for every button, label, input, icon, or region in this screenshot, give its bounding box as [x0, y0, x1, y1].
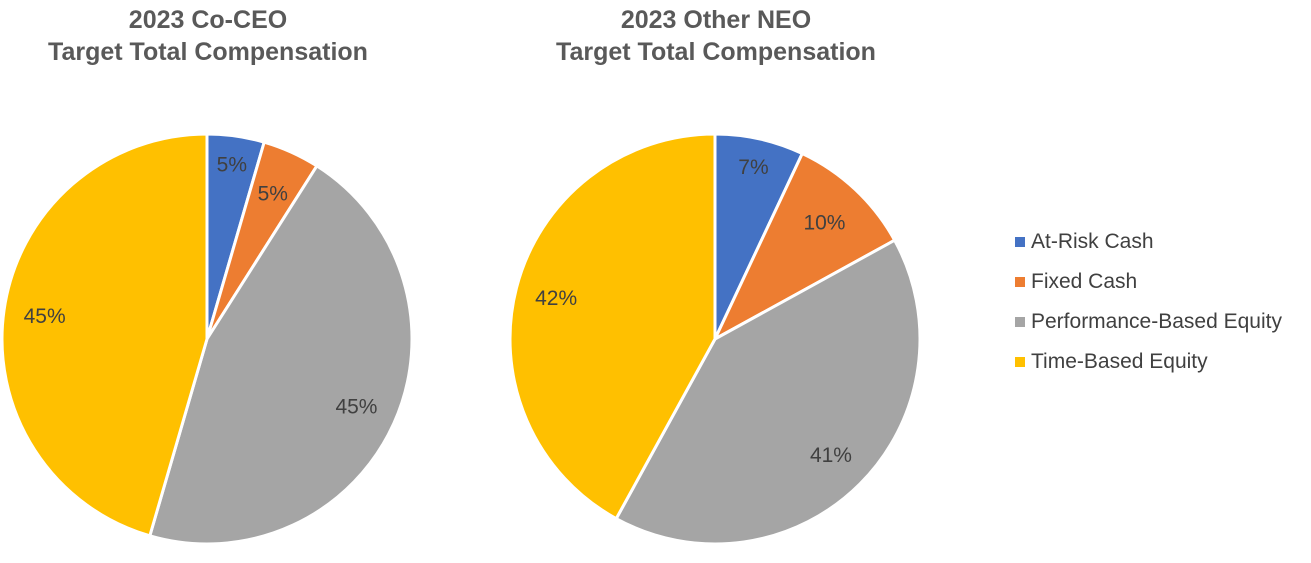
legend-label: Fixed Cash: [1031, 270, 1138, 293]
data-label-fixed-cash: 10%: [803, 211, 845, 234]
chart-title-line: 2023 Co-CEO: [128, 6, 288, 34]
data-label-time-based-equity: 42%: [535, 287, 577, 310]
legend-item-performance-based-equity: Performance-Based Equity: [1015, 302, 1282, 342]
chart-title-line: Target Total Compensation: [556, 38, 876, 66]
data-label-performance-based-equity: 41%: [810, 444, 852, 467]
legend-item-at-risk-cash: At-Risk Cash: [1015, 222, 1282, 262]
legend-label: At-Risk Cash: [1031, 230, 1154, 253]
chart-title-line: Target Total Compensation: [48, 38, 368, 66]
legend-swatch: [1015, 357, 1025, 367]
pie-slice-fixed-cash: [711, 151, 897, 343]
pie-slice-performance-based-equity: [614, 238, 922, 546]
data-label-time-based-equity: 45%: [24, 305, 66, 328]
pie-slice-time-based-equity: [508, 132, 717, 521]
legend-swatch: [1015, 317, 1025, 327]
data-label-fixed-cash: 5%: [258, 182, 288, 205]
legend-item-fixed-cash: Fixed Cash: [1015, 262, 1282, 302]
chart-title-co-ceo: 2023 Co-CEO Target Total Compensation: [8, 4, 408, 68]
legend-item-time-based-equity: Time-Based Equity: [1015, 342, 1282, 382]
legend-swatch: [1015, 277, 1025, 287]
data-label-at-risk-cash: 5%: [217, 153, 247, 176]
data-label-performance-based-equity: 45%: [335, 395, 377, 418]
chart-title-other-neo: 2023 Other NEO Target Total Compensation: [516, 4, 916, 68]
chart-title-line: 2023 Other NEO: [620, 6, 812, 34]
pie-slice-performance-based-equity: [147, 163, 414, 546]
pie-slice-time-based-equity: [0, 132, 209, 538]
chart-legend: At-Risk Cash Fixed Cash Performance-Base…: [1015, 222, 1282, 382]
data-label-at-risk-cash: 7%: [738, 156, 768, 179]
legend-label: Time-Based Equity: [1031, 350, 1208, 373]
legend-swatch: [1015, 237, 1025, 247]
legend-label: Performance-Based Equity: [1031, 310, 1282, 333]
